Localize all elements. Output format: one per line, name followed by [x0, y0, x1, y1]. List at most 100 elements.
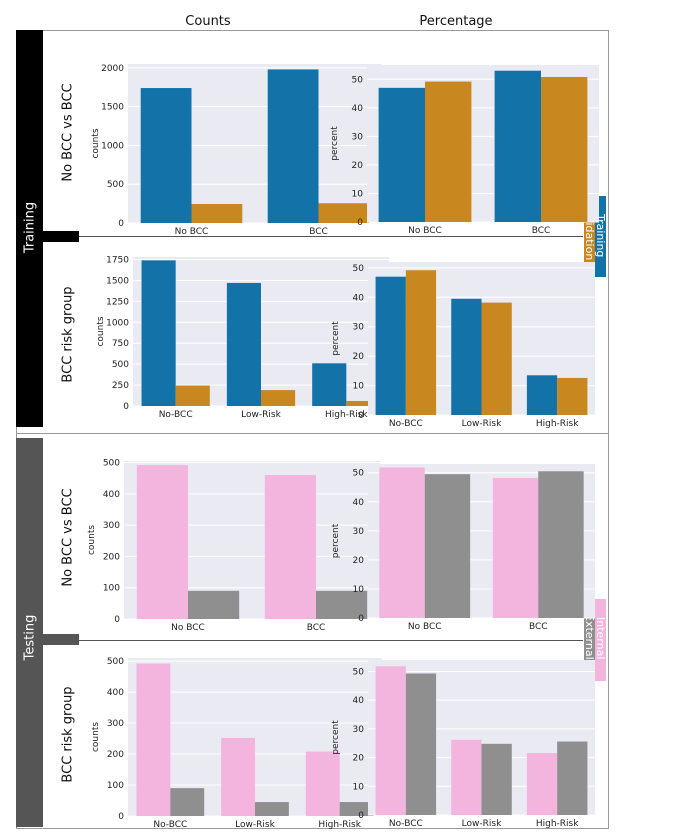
x-tick-label: Low-Risk — [462, 419, 502, 429]
y-tick-label: 500 — [112, 360, 129, 370]
y-tick-label: 400 — [107, 688, 124, 698]
bar-external-low-risk — [255, 802, 289, 816]
y-tick-label: 300 — [103, 521, 120, 531]
x-tick-label: Low-Risk — [241, 410, 281, 420]
legend-external-swatch: External — [583, 599, 596, 681]
bar-validation-high-risk — [557, 377, 588, 415]
bar-external-high-risk — [557, 741, 588, 815]
y-tick-label: 50 — [352, 75, 364, 85]
training-divider — [79, 236, 583, 237]
y-axis-label: counts — [91, 722, 101, 752]
bar-validation-bcc — [541, 76, 588, 222]
y-tick-label: 250 — [112, 381, 129, 391]
y-tick-label: 0 — [358, 411, 364, 421]
y-tick-label: 500 — [103, 459, 120, 469]
legend-internal-swatch: Internal — [594, 599, 607, 681]
y-tick-label: 0 — [123, 402, 129, 412]
y-tick-label: 40 — [352, 104, 364, 114]
legend-validation-swatch: Validation — [583, 196, 596, 277]
y-tick-label: 500 — [107, 180, 124, 190]
y-tick-label: 400 — [103, 490, 120, 500]
bar-validation-no-bcc — [425, 81, 472, 222]
testing-section-label: Testing — [22, 614, 38, 661]
bar-training-bcc — [267, 69, 319, 224]
bar-internal-high-risk — [305, 751, 340, 816]
x-tick-label: BCC — [307, 623, 326, 633]
y-tick-label: 200 — [103, 552, 120, 562]
x-tick-label: BCC — [309, 227, 328, 237]
bar-internal-bcc — [492, 477, 539, 618]
y-tick-label: 40 — [353, 696, 365, 706]
bar-validation-high-risk — [346, 400, 381, 406]
chart-test-risk-percent: 0 10 20 30 40 50 percent No-BCC Low-Risk High-Ris… — [331, 660, 595, 829]
y-tick-label: 30 — [353, 725, 365, 735]
y-tick-label: 1500 — [106, 276, 129, 286]
bar-training-high-risk — [526, 375, 558, 415]
training-section-label: Training — [22, 201, 38, 254]
bar-validation-low-risk — [261, 390, 296, 406]
y-tick-label: 50 — [353, 264, 365, 274]
y-axis-label: percent — [331, 720, 341, 755]
bar-training-low-risk — [451, 298, 482, 415]
y-tick-label: 0 — [118, 812, 124, 822]
bar-training-no-bcc — [140, 88, 192, 223]
testing-side-bar: Testing — [16, 438, 43, 827]
bar-external-low-risk — [481, 743, 512, 815]
bar-validation-low-risk — [481, 302, 512, 415]
column-title-percentage: Percentage — [419, 14, 493, 29]
y-tick-label: 20 — [352, 161, 364, 171]
bar-external-no-bcc — [405, 673, 437, 815]
bar-training-no-bcc — [375, 276, 406, 415]
y-tick-label: 100 — [103, 584, 120, 594]
bar-internal-low-risk — [451, 739, 482, 815]
x-tick-label: High-Risk — [536, 819, 579, 829]
bar-internal-no-bcc — [375, 666, 406, 815]
y-tick-label: 1250 — [106, 297, 129, 307]
column-title-counts: Counts — [185, 14, 231, 29]
x-tick-label: High-Risk — [536, 419, 579, 429]
y-tick-label: 1000 — [106, 318, 129, 328]
bar-internal-no-bcc — [136, 663, 171, 816]
bar-external-bcc — [538, 471, 584, 618]
bar-training-high-risk — [312, 363, 347, 406]
y-tick-label: 1750 — [106, 256, 129, 266]
y-tick-label: 0 — [358, 811, 364, 821]
bar-validation-no-bcc — [175, 385, 210, 406]
bar-internal-no-bcc — [379, 467, 425, 618]
x-tick-label: No BCC — [175, 227, 209, 237]
y-tick-label: 750 — [112, 339, 129, 349]
bar-training-no-bcc — [141, 260, 176, 406]
legend-training-swatch: Training — [594, 196, 607, 277]
y-tick-label: 500 — [107, 657, 124, 667]
bar-training-low-risk — [226, 282, 261, 406]
x-tick-label: No-BCC — [389, 419, 423, 429]
bar-validation-no-bcc — [191, 203, 243, 223]
y-tick-label: 1000 — [101, 141, 124, 151]
y-tick-label: 10 — [353, 585, 365, 595]
x-tick-label: Low-Risk — [235, 820, 275, 830]
chart-test-binary-percent: 0 10 20 30 40 50 percent No BCC BCC — [331, 464, 595, 632]
y-tick-label: 20 — [353, 352, 365, 362]
y-tick-label: 50 — [353, 667, 365, 677]
bar-validation-no-bcc — [405, 270, 437, 415]
bar-internal-low-risk — [221, 737, 255, 816]
y-axis-label: percent — [331, 321, 341, 356]
y-tick-label: 20 — [353, 556, 365, 566]
bar-external-no-bcc — [188, 590, 240, 619]
y-tick-label: 40 — [353, 498, 365, 508]
y-tick-label: 200 — [107, 750, 124, 760]
x-tick-label: No-BCC — [153, 820, 187, 830]
bar-training-no-bcc — [378, 87, 425, 222]
chart-train-binary-percent: 0 10 20 30 40 50 percent No BCC BCC — [330, 65, 599, 236]
training-notch — [43, 231, 79, 242]
x-tick-label: BCC — [529, 622, 548, 632]
y-axis-label: counts — [96, 316, 106, 346]
y-tick-label: 300 — [107, 719, 124, 729]
y-tick-label: 30 — [353, 323, 365, 333]
x-tick-label: Low-Risk — [462, 819, 502, 829]
y-tick-label: 10 — [353, 782, 365, 792]
x-tick-label: No BCC — [171, 623, 205, 633]
x-tick-label: No BCC — [408, 622, 442, 632]
